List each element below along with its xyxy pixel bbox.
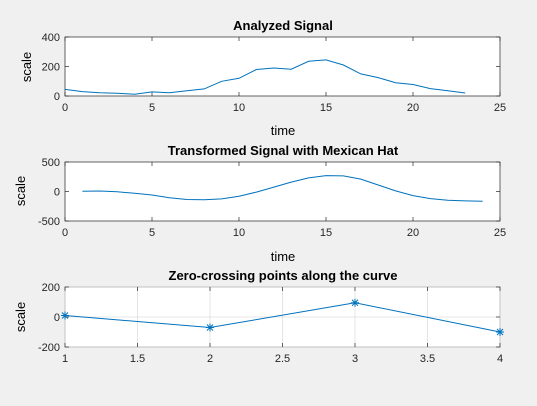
- x-tick-label: 1: [62, 353, 68, 365]
- plot-transformed-signal: Transformed Signal with Mexican Hat scal…: [13, 143, 506, 264]
- axes-box: [64, 161, 501, 222]
- x-axis-label: time: [271, 123, 296, 138]
- series-line: [64, 302, 501, 333]
- series-line: [64, 59, 466, 95]
- y-tick-label: 400: [42, 32, 60, 44]
- y-tick-label: 0: [54, 312, 60, 324]
- axes-box: [64, 36, 501, 97]
- y-axis-label: scale: [19, 52, 34, 82]
- x-tick-label: 20: [407, 102, 419, 114]
- x-tick-label: 0: [62, 102, 68, 114]
- x-tick-label: 0: [62, 227, 68, 239]
- x-tick-label: 2: [207, 353, 213, 365]
- x-tick-label: 25: [494, 102, 506, 114]
- x-tick-label: 15: [320, 102, 332, 114]
- y-axis-label: scale: [13, 176, 28, 206]
- data-point-marker: [351, 298, 359, 307]
- x-tick-label: 1.5: [130, 353, 145, 365]
- data-point-marker: [496, 328, 504, 336]
- series-line: [82, 175, 483, 202]
- y-axis-label: scale: [13, 302, 28, 332]
- x-tick-label: 10: [233, 227, 245, 239]
- data-point-marker: [61, 311, 69, 320]
- plot-title: Analyzed Signal: [233, 18, 333, 33]
- x-axis-label: time: [271, 249, 296, 264]
- x-tick-label: 5: [149, 102, 155, 114]
- y-tick-label: 0: [54, 91, 60, 103]
- y-tick-label: -500: [38, 216, 60, 228]
- data-point-marker: [206, 323, 214, 332]
- y-tick-label: 500: [42, 157, 60, 169]
- x-tick-label: 10: [233, 102, 245, 114]
- x-tick-label: 15: [320, 227, 332, 239]
- y-tick-label: 200: [42, 62, 60, 74]
- y-tick-label: -200: [38, 342, 60, 354]
- y-tick-label: 200: [42, 282, 60, 294]
- x-tick-label: 3: [352, 353, 358, 365]
- x-tick-label: 25: [494, 227, 506, 239]
- plot-analyzed-signal: Analyzed Signal scale time 0 5 10 15 20 25 0 20…: [19, 18, 506, 138]
- x-tick-label: 5: [149, 227, 155, 239]
- plot-title: Transformed Signal with Mexican Hat: [168, 143, 399, 158]
- plot-zero-crossings: Zero-crossing points along the curve sca…: [13, 268, 504, 365]
- x-tick-label: 3.5: [420, 353, 435, 365]
- plot-title: Zero-crossing points along the curve: [169, 268, 398, 283]
- x-tick-label: 20: [407, 227, 419, 239]
- y-tick-label: 0: [54, 187, 60, 199]
- x-tick-label: 4: [497, 353, 503, 365]
- x-tick-label: 2.5: [275, 353, 290, 365]
